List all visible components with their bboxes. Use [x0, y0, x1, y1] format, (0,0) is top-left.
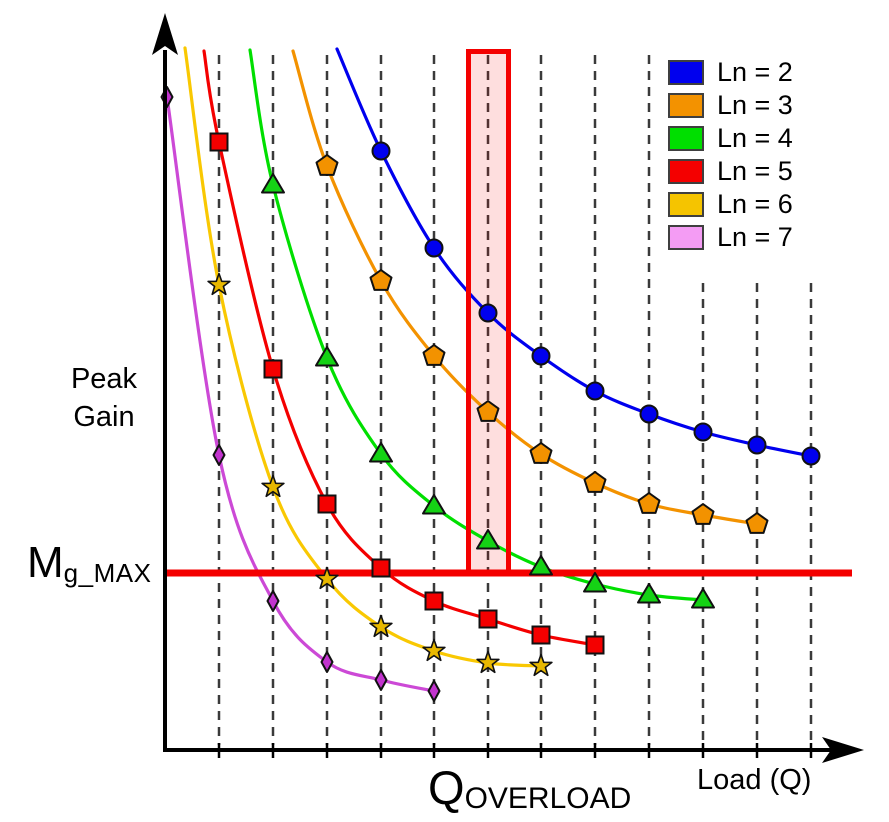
marker [374, 669, 388, 691]
y-axis-title: Peak Gain [70, 363, 138, 433]
marker [422, 494, 446, 515]
marker [371, 558, 391, 578]
legend-swatch [668, 191, 704, 217]
marker [583, 471, 607, 493]
curve-ln=7 [165, 95, 436, 693]
marker [261, 474, 285, 498]
y-axis-arrow [152, 13, 178, 55]
marker [261, 173, 285, 194]
marker [371, 141, 391, 161]
legend-label: Ln = 4 [717, 123, 793, 153]
marker [478, 609, 498, 629]
marker [212, 444, 226, 466]
legend-item: Ln = 6 [668, 189, 793, 219]
marker [529, 653, 553, 677]
marker [691, 588, 715, 609]
legend-item: Ln = 3 [668, 90, 793, 120]
x-axis-arrow [822, 737, 864, 763]
marker [531, 346, 551, 366]
marker [315, 154, 339, 176]
legend-label: Ln = 3 [717, 90, 793, 120]
qoverload-subscript: OVERLOAD [464, 782, 632, 815]
marker [801, 446, 821, 466]
legend-label: Ln = 7 [717, 222, 793, 252]
marker [320, 651, 334, 673]
marker [639, 404, 659, 424]
x-axis-title: Load (Q) [697, 764, 812, 796]
marker [207, 272, 231, 296]
legend-label: Ln = 2 [717, 57, 793, 87]
curve-ln=5 [202, 49, 597, 647]
mgmax-main-text: M [27, 538, 64, 587]
marker [476, 650, 500, 674]
mgmax-label: Mg_MAX [27, 538, 152, 589]
marker [369, 269, 393, 291]
marker [747, 435, 767, 455]
marker [585, 635, 605, 655]
legend-item: Ln = 5 [668, 156, 793, 186]
marker [637, 492, 661, 514]
marker [529, 555, 553, 576]
legend-swatch [668, 92, 704, 118]
mgmax-subscript: g_MAX [63, 558, 152, 588]
marker [427, 680, 441, 702]
curve-ln=6 [183, 46, 543, 668]
marker [315, 346, 339, 367]
marker [691, 503, 715, 525]
legend-item: Ln = 2 [668, 57, 793, 87]
qoverload-label: QOVERLOAD [428, 761, 632, 815]
marker [369, 442, 393, 463]
legend-label: Ln = 6 [717, 189, 793, 219]
marker [745, 512, 769, 534]
marker [422, 344, 446, 366]
legend-swatch [668, 158, 704, 184]
marker [476, 529, 500, 550]
overload-band-border [466, 49, 511, 576]
marker [585, 381, 605, 401]
marker [693, 422, 713, 442]
legend-item: Ln = 7 [668, 222, 793, 252]
marker [531, 625, 551, 645]
marker [529, 442, 553, 464]
legend-swatch [668, 59, 704, 85]
marker [637, 583, 661, 604]
legend-label: Ln = 5 [717, 156, 793, 186]
marker [424, 591, 444, 611]
marker [263, 359, 283, 379]
marker [369, 614, 393, 638]
marker [424, 238, 444, 258]
marker [478, 303, 498, 323]
legend-item: Ln = 4 [668, 123, 793, 153]
marker [266, 590, 280, 612]
marker [315, 566, 339, 590]
marker [476, 400, 500, 422]
qoverload-main-text: Q [428, 761, 465, 814]
marker [583, 572, 607, 593]
marker [209, 132, 229, 152]
legend-swatch [668, 125, 704, 151]
marker [317, 494, 337, 514]
legend-swatch [668, 224, 704, 250]
marker [422, 638, 446, 662]
legend: Ln = 2 Ln = 3 Ln = 4 Ln = 5 Ln = 6 Ln = 7 [668, 57, 793, 252]
